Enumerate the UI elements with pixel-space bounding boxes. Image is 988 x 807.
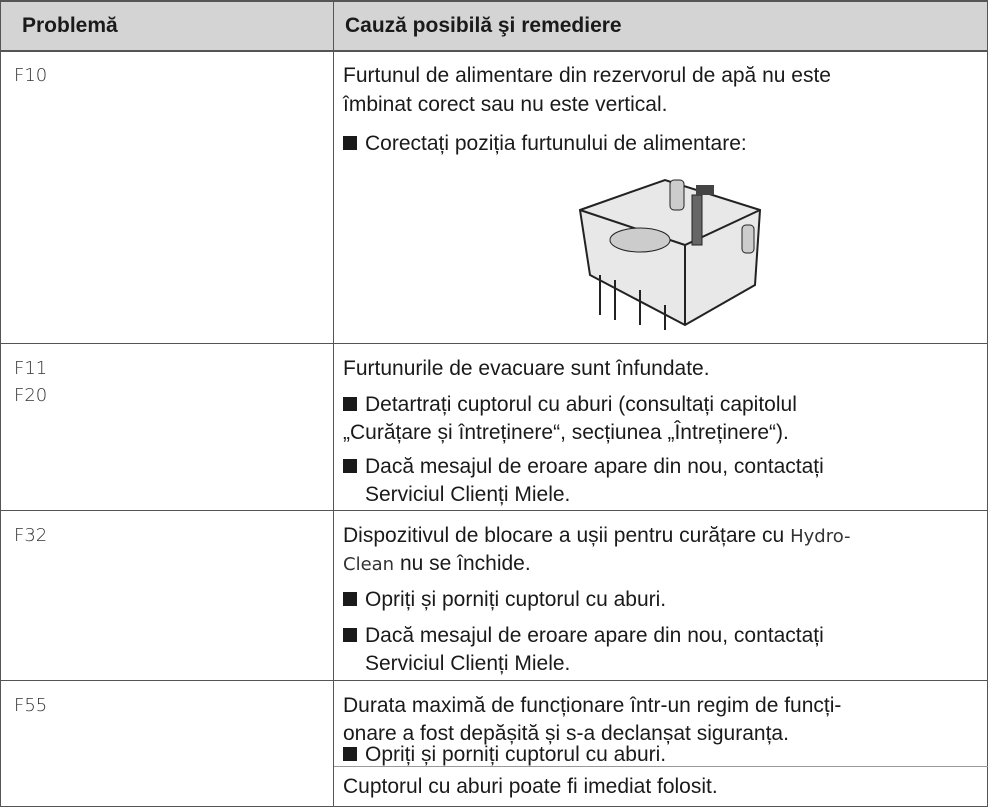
rule	[0, 50, 988, 52]
rule	[0, 343, 988, 344]
rule	[0, 0, 1, 807]
error-code: F32	[14, 525, 48, 546]
rule	[333, 0, 334, 807]
bullet: Dacă mesajul de eroare apare din nou, co…	[343, 453, 824, 481]
header-cell: Cauză posibilă şi remediere	[345, 14, 622, 37]
header-cell: Problemă	[22, 14, 118, 37]
rule	[334, 766, 988, 767]
text-line: Furtunul de alimentare din rezervorul de…	[343, 64, 831, 87]
note: Cuptorul cu aburi poate fi imediat folos…	[343, 775, 718, 798]
text-line: onare a fost depășită și s-a declanșat s…	[343, 722, 789, 745]
rule	[0, 680, 988, 681]
bullet: Detartrați cuptorul cu aburi (consultați…	[343, 391, 797, 419]
header-background	[0, 0, 988, 50]
text-line: „Curățare și întreținere“, secțiunea „În…	[343, 421, 789, 444]
error-code: F11	[14, 358, 48, 379]
bullet-text: Dacă mesajul de eroare apare din nou, co…	[365, 455, 824, 478]
bullet-text: Opriți și porniți cuptorul cu aburi.	[365, 588, 667, 611]
error-code: F10	[14, 65, 48, 86]
bullet: Opriți și porniți cuptorul cu aburi.	[343, 743, 667, 766]
bullet: Corectați poziția furtunului de alimenta…	[343, 130, 747, 158]
text-line: Furtunurile de evacuare sunt înfundate.	[343, 357, 710, 380]
text: Dispozitivul de blocare a ușii pentru cu…	[343, 524, 785, 547]
bullet-text: Corectați poziția furtunului de alimenta…	[365, 132, 747, 155]
brand: Hydro-	[790, 526, 851, 547]
bullet-text: Detartrați cuptorul cu aburi (consultați…	[365, 393, 797, 416]
error-code: F20	[14, 385, 48, 406]
text-line: îmbinat corect sau nu este vertical.	[343, 93, 668, 116]
text-line: Serviciul Clienți Miele.	[365, 483, 571, 506]
text-line: Dispozitivul de blocare a ușii pentru cu…	[343, 522, 851, 551]
error-code: F55	[14, 695, 48, 716]
rule	[0, 510, 988, 511]
bullet: Opriți și porniți cuptorul cu aburi.	[343, 586, 666, 614]
bullet: Dacă mesajul de eroare apare din nou, co…	[343, 622, 824, 650]
brand: Clean	[343, 554, 395, 575]
text-line: Durata maximă de funcționare într-un reg…	[343, 694, 842, 717]
text-line: Serviciul Clienți Miele.	[365, 652, 571, 675]
illustration	[578, 178, 762, 330]
bullet-text: Dacă mesajul de eroare apare din nou, co…	[365, 624, 824, 647]
text-line: Clean nu se închide.	[343, 550, 531, 579]
rule	[0, 0, 988, 2]
bullet-text: Opriți și porniți cuptorul cu aburi.	[365, 743, 667, 766]
text: nu se închide.	[399, 552, 531, 575]
